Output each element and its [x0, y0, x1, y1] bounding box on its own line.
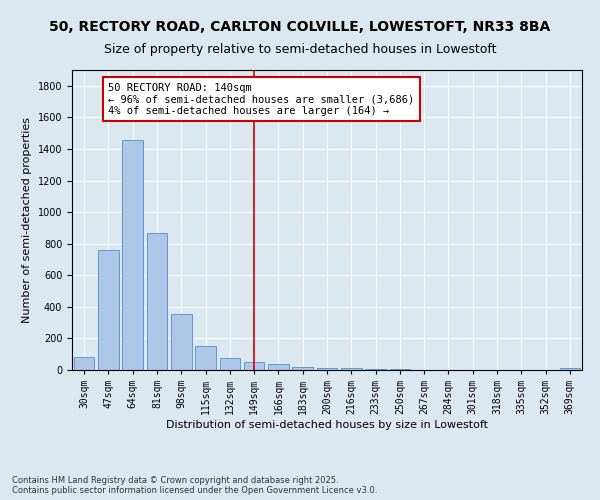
- Bar: [122, 140, 143, 370]
- Y-axis label: Number of semi-detached properties: Number of semi-detached properties: [22, 117, 32, 323]
- Bar: [244, 362, 265, 370]
- Text: Contains HM Land Registry data © Crown copyright and database right 2025.
Contai: Contains HM Land Registry data © Crown c…: [12, 476, 377, 495]
- Text: 50 RECTORY ROAD: 140sqm
← 96% of semi-detached houses are smaller (3,686)
4% of : 50 RECTORY ROAD: 140sqm ← 96% of semi-de…: [109, 82, 415, 116]
- Bar: [74, 356, 94, 370]
- Bar: [389, 369, 410, 370]
- Bar: [220, 358, 240, 370]
- Bar: [560, 368, 580, 370]
- Bar: [268, 364, 289, 370]
- Bar: [98, 250, 119, 370]
- Text: 50, RECTORY ROAD, CARLTON COLVILLE, LOWESTOFT, NR33 8BA: 50, RECTORY ROAD, CARLTON COLVILLE, LOWE…: [49, 20, 551, 34]
- Bar: [341, 368, 362, 370]
- Bar: [365, 369, 386, 370]
- Bar: [317, 368, 337, 370]
- Bar: [171, 314, 191, 370]
- Bar: [292, 367, 313, 370]
- Bar: [195, 346, 216, 370]
- Text: Size of property relative to semi-detached houses in Lowestoft: Size of property relative to semi-detach…: [104, 42, 496, 56]
- Bar: [146, 232, 167, 370]
- X-axis label: Distribution of semi-detached houses by size in Lowestoft: Distribution of semi-detached houses by …: [166, 420, 488, 430]
